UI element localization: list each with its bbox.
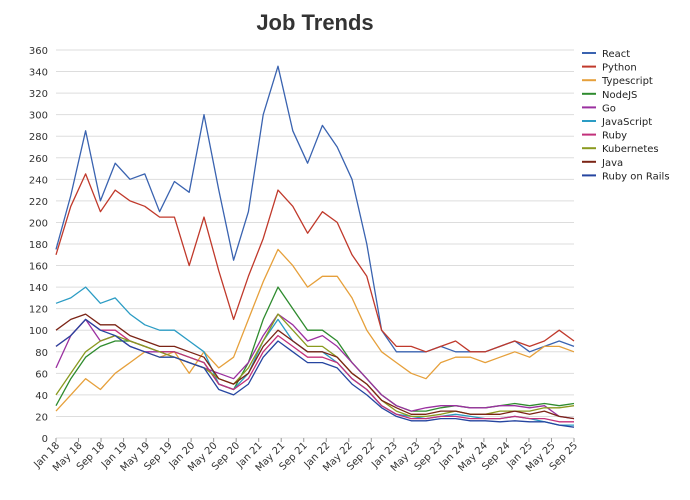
- y-tick-label: 20: [35, 412, 48, 423]
- legend: React Python Typescript NodeJS Go JavaScript R…: [582, 49, 670, 182]
- chart-title: Job Trends: [256, 10, 373, 35]
- series-line-python: [55, 173, 575, 353]
- y-axis: 0 20 40 60 80 100 120 140 160 180 200 220 240 260 280 3…: [29, 46, 48, 445]
- y-tick-label: 80: [35, 348, 48, 359]
- y-tick-label: 300: [29, 111, 48, 122]
- series-lines: [55, 65, 575, 428]
- y-tick-label: 340: [29, 68, 48, 79]
- y-tick-label: 120: [29, 305, 48, 316]
- y-tick-label: 0: [42, 434, 48, 445]
- y-tick-label: 320: [29, 89, 48, 100]
- legend-label: Ruby: [602, 131, 627, 142]
- legend-label: Python: [602, 63, 637, 74]
- y-tick-label: 200: [29, 218, 48, 229]
- legend-label: Java: [601, 158, 623, 169]
- legend-label: NodeJS: [602, 90, 637, 101]
- legend-label: Typescript: [601, 76, 653, 87]
- legend-label: Ruby on Rails: [602, 171, 670, 182]
- y-tick-label: 180: [29, 240, 48, 251]
- series-line-kubernetes: [55, 313, 575, 418]
- y-tick-label: 220: [29, 197, 48, 208]
- legend-label: Go: [602, 103, 616, 114]
- y-tick-label: 360: [29, 46, 48, 57]
- legend-label: JavaScript: [601, 117, 652, 128]
- y-tick-label: 60: [35, 369, 48, 380]
- y-tick-label: 240: [29, 175, 48, 186]
- y-tick-label: 100: [29, 326, 48, 337]
- series-line-javascript: [55, 286, 574, 426]
- grid: [56, 49, 574, 439]
- series-line-typescript: [55, 248, 575, 412]
- legend-label: React: [602, 49, 630, 60]
- series-line-ruby-on-rails: [55, 318, 575, 428]
- legend-label: Kubernetes: [602, 144, 659, 155]
- y-tick-label: 160: [29, 262, 48, 273]
- y-tick-label: 140: [29, 283, 48, 294]
- y-tick-label: 260: [29, 154, 48, 165]
- y-tick-label: 40: [35, 391, 48, 402]
- series-line-java: [55, 313, 575, 420]
- y-tick-label: 280: [29, 132, 48, 143]
- series-line-nodejs: [55, 286, 575, 412]
